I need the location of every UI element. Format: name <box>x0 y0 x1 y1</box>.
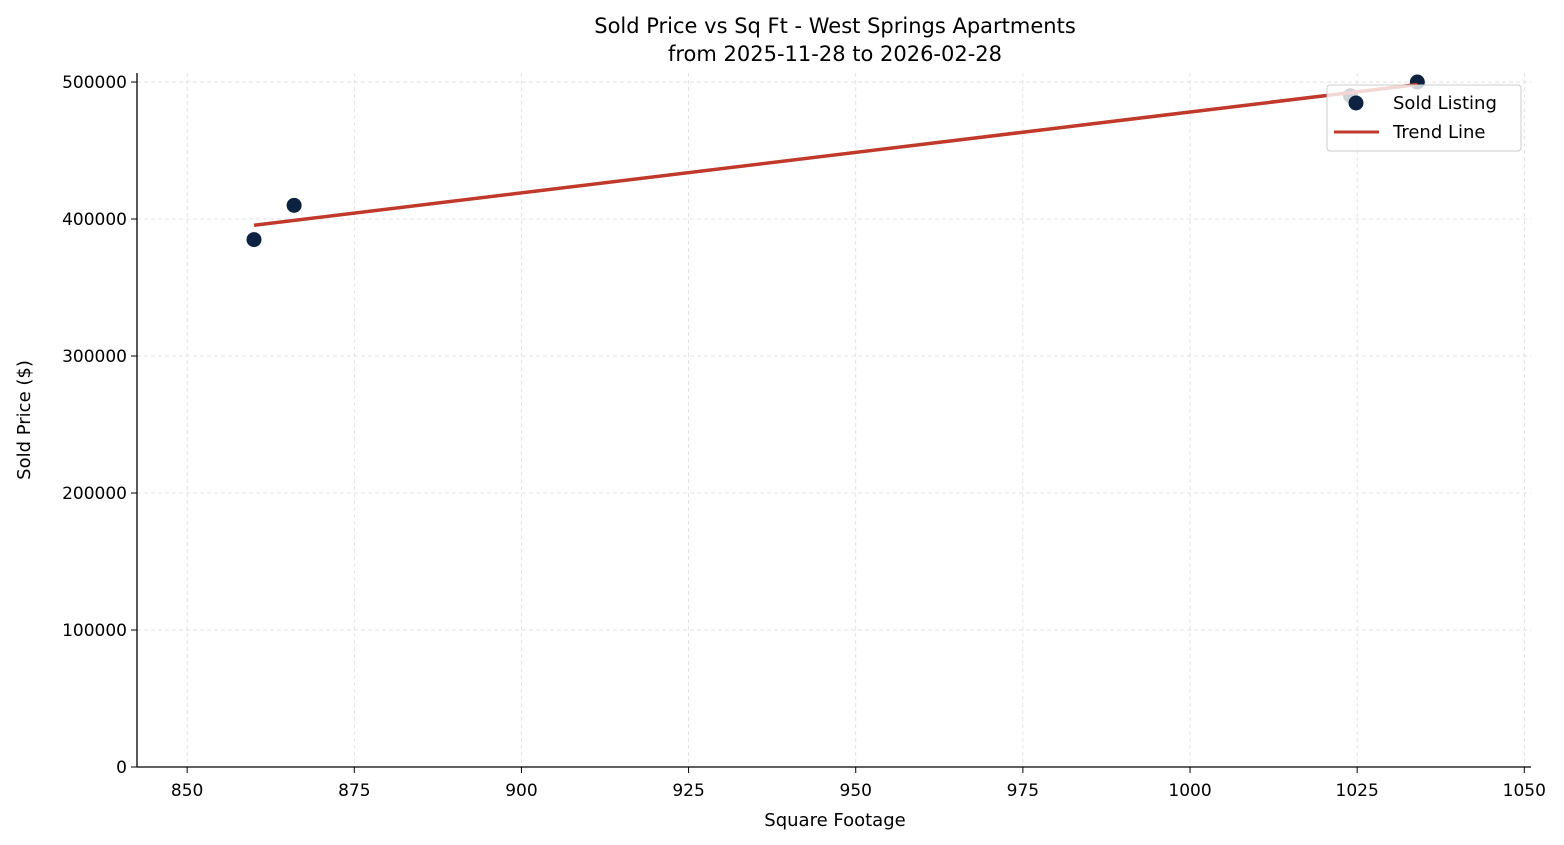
x-tick-label: 950 <box>840 781 872 801</box>
x-tick-label: 975 <box>1007 781 1039 801</box>
y-tick-label: 200000 <box>62 484 127 504</box>
y-axis-label: Sold Price ($) <box>14 360 35 480</box>
marks <box>246 74 1425 248</box>
x-tick-label: 925 <box>672 781 704 801</box>
data-point-sold-listing <box>286 197 302 213</box>
y-tick-label: 300000 <box>62 347 127 367</box>
x-tick-label: 1050 <box>1503 781 1546 801</box>
data-point-sold-listing <box>246 232 262 248</box>
y-tick-label: 0 <box>116 758 127 778</box>
y-tick-label: 500000 <box>62 73 127 93</box>
x-axis-label: Square Footage <box>764 810 905 831</box>
ticks: 850 875 900 925 950 975 1000 1025 1050 0 100000 200… <box>62 73 1546 801</box>
x-tick-label: 850 <box>171 781 203 801</box>
legend-frame <box>1326 84 1522 152</box>
y-tick-label: 400000 <box>62 210 127 230</box>
legend: Sold Listing Trend Line <box>1326 84 1522 152</box>
grid <box>137 73 1531 768</box>
x-tick-label: 900 <box>505 781 537 801</box>
chart-subtitle: from 2025-11-28 to 2026-02-28 <box>668 42 1002 66</box>
legend-label-sold-listing: Sold Listing <box>1393 93 1497 114</box>
trend-line <box>253 82 1418 227</box>
chart-title: Sold Price vs Sq Ft - West Springs Apart… <box>594 14 1076 38</box>
legend-marker-sold-listing <box>1348 95 1364 111</box>
x-tick-label: 1025 <box>1336 781 1379 801</box>
x-tick-label: 1000 <box>1168 781 1211 801</box>
y-tick-label: 100000 <box>62 621 127 641</box>
x-tick-label: 875 <box>338 781 370 801</box>
legend-label-trend-line: Trend Line <box>1392 122 1486 143</box>
